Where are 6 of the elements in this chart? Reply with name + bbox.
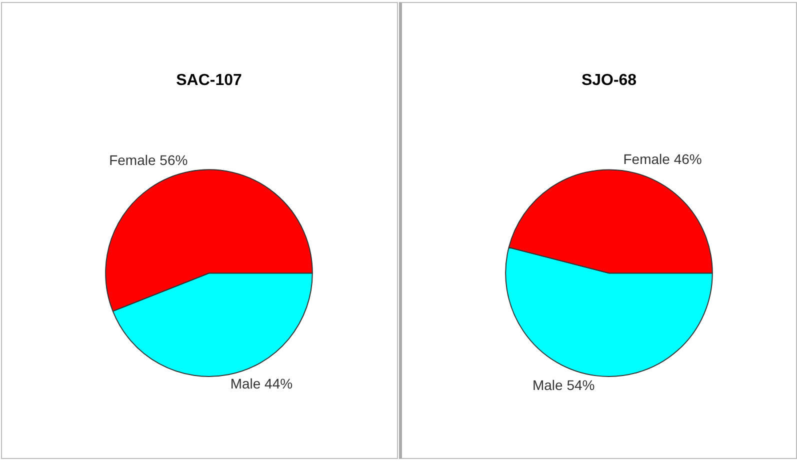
slice-label: Male 44%: [230, 376, 293, 392]
chart-title: SAC-107: [176, 72, 242, 90]
chart-title: SJO-68: [580, 72, 636, 90]
slice-label: Female 46%: [622, 151, 702, 168]
slice-label: Male 54%: [532, 376, 594, 393]
slice-label: Female 56%: [109, 152, 188, 168]
